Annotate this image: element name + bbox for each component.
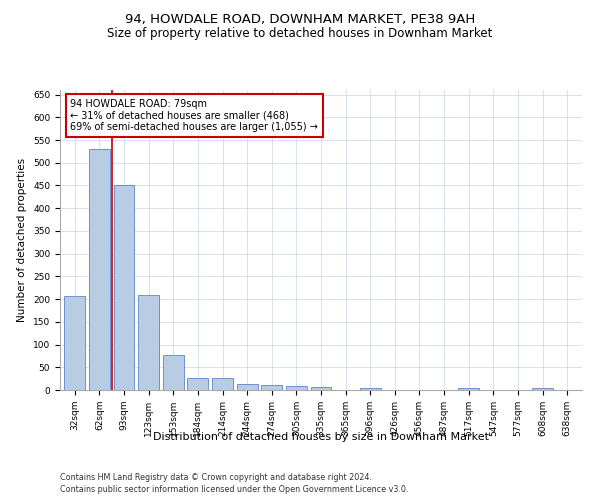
Bar <box>212 378 233 390</box>
Bar <box>89 149 110 390</box>
Text: Distribution of detached houses by size in Downham Market: Distribution of detached houses by size … <box>153 432 489 442</box>
Bar <box>261 385 282 390</box>
Text: Contains HM Land Registry data © Crown copyright and database right 2024.: Contains HM Land Registry data © Crown c… <box>60 472 372 482</box>
Bar <box>311 387 331 390</box>
Bar <box>286 386 307 390</box>
Y-axis label: Number of detached properties: Number of detached properties <box>17 158 28 322</box>
Bar <box>113 186 134 390</box>
Bar <box>458 388 479 390</box>
Text: 94 HOWDALE ROAD: 79sqm
← 31% of detached houses are smaller (468)
69% of semi-de: 94 HOWDALE ROAD: 79sqm ← 31% of detached… <box>70 99 319 132</box>
Bar <box>236 384 257 390</box>
Bar <box>360 388 381 390</box>
Bar <box>187 378 208 390</box>
Text: Size of property relative to detached houses in Downham Market: Size of property relative to detached ho… <box>107 28 493 40</box>
Text: Contains public sector information licensed under the Open Government Licence v3: Contains public sector information licen… <box>60 485 409 494</box>
Bar <box>163 356 184 390</box>
Bar <box>138 294 159 390</box>
Text: 94, HOWDALE ROAD, DOWNHAM MARKET, PE38 9AH: 94, HOWDALE ROAD, DOWNHAM MARKET, PE38 9… <box>125 12 475 26</box>
Bar <box>64 296 85 390</box>
Bar <box>532 388 553 390</box>
